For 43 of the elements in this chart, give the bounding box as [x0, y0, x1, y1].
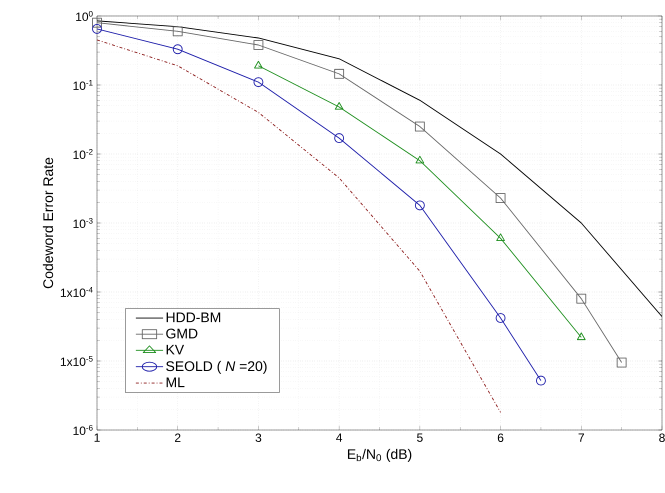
legend-label: KV	[166, 344, 184, 354]
x-tick-label: 3	[256, 434, 262, 442]
x-tick-label: 2	[174, 434, 180, 442]
legend-label: HDD-BM	[166, 312, 220, 322]
point	[253, 77, 264, 88]
y-tick-label: 10$^{0}$	[76, 10, 93, 22]
point	[496, 193, 506, 203]
x-tick-label: 4	[336, 434, 342, 442]
x-tick-label: 7	[578, 434, 584, 442]
legend-label: GMD	[166, 328, 198, 338]
point	[92, 18, 102, 28]
point	[172, 26, 183, 36]
x-tick-label: 6	[498, 434, 504, 442]
point	[576, 332, 586, 340]
point	[496, 313, 506, 323]
point	[92, 24, 102, 34]
legend-label: ML	[166, 377, 184, 388]
point	[536, 376, 546, 386]
y-tick-label: 10$^{-3}$	[74, 218, 93, 228]
x-axis-title: E$_{b}$/N$_{0}$ (dB)	[348, 448, 412, 462]
point	[414, 200, 425, 210]
point	[334, 133, 344, 144]
y-tick-label: 1x10$^{-4}$	[60, 287, 93, 297]
y-tick-label: 10$^{-6}$	[74, 425, 93, 436]
point	[172, 44, 183, 54]
x-tick-label: 5	[417, 434, 423, 442]
point	[496, 233, 505, 242]
point	[253, 40, 264, 50]
point	[616, 358, 627, 368]
y-axis-title: Codeword Error Rate	[42, 158, 54, 288]
point	[576, 294, 586, 304]
point	[416, 156, 424, 164]
point	[334, 68, 344, 79]
y-tick-label: 10$^{-2}$	[74, 148, 93, 160]
x-tick-label: 1	[94, 434, 100, 442]
y-tick-label: 10$^{-1}$	[74, 80, 93, 90]
point	[254, 60, 263, 68]
legend-label: SEOLD ( N =20)	[166, 360, 267, 374]
x-tick-label: 8	[659, 434, 665, 442]
point	[334, 102, 344, 110]
y-tick-label: 1x10$^{-5}$	[60, 356, 93, 366]
point	[414, 122, 425, 132]
line-series	[97, 39, 502, 413]
